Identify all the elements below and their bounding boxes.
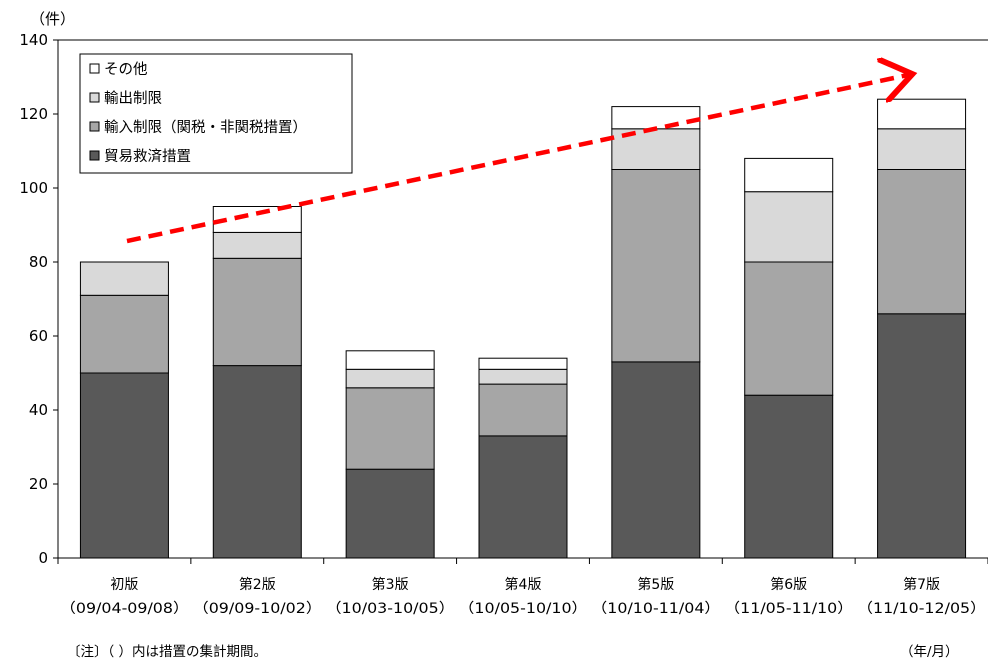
x-category-label: 初版 bbox=[110, 576, 138, 593]
bar-segment bbox=[79, 294, 169, 374]
y-tick-label: 120 bbox=[19, 105, 48, 123]
bar-segment bbox=[478, 383, 568, 437]
x-period-label: （10/10-11/04） bbox=[591, 601, 720, 617]
bar-segment bbox=[79, 261, 169, 296]
x-category-label: 第5版 bbox=[637, 576, 674, 593]
axes: 0 20 40 60 80 100 120 140 初版 （09/04-09/08） 第2版 （09/… bbox=[19, 31, 988, 617]
bar-segment bbox=[345, 468, 435, 559]
bar-segment bbox=[212, 231, 302, 259]
bar-segment bbox=[345, 350, 435, 370]
bar-segment bbox=[877, 169, 967, 315]
x-period-label: （09/09-10/02） bbox=[193, 601, 322, 617]
bar-segment bbox=[744, 157, 834, 193]
footnote: 〔注〕（ ）内は措置の集計期間。 bbox=[67, 644, 268, 660]
y-tick-label: 80 bbox=[29, 253, 48, 271]
y-unit-label: （件） bbox=[30, 10, 75, 28]
x-category-label: 第6版 bbox=[770, 576, 807, 593]
legend-label: 輸入制限（関税・非関税措置） bbox=[104, 119, 307, 136]
y-tick-label: 140 bbox=[19, 31, 48, 49]
legend-swatch bbox=[89, 63, 100, 74]
bar-segment bbox=[877, 98, 967, 130]
y-tick-label: 0 bbox=[38, 549, 48, 567]
bar-segment bbox=[478, 357, 568, 370]
bar-segment bbox=[877, 128, 967, 171]
trend-arrow bbox=[126, 75, 908, 244]
legend-swatch bbox=[89, 92, 100, 103]
x-period-label: （11/10-12/05） bbox=[857, 601, 986, 617]
legend-label: 貿易救済措置 bbox=[104, 148, 191, 165]
legend-label: 輸出制限 bbox=[104, 90, 162, 107]
x-period-label: （10/03-10/05） bbox=[326, 601, 455, 617]
bar-segment bbox=[212, 365, 302, 559]
bar-segment bbox=[212, 257, 302, 367]
y-tick-label: 60 bbox=[29, 327, 48, 345]
bars bbox=[79, 98, 967, 559]
legend-swatch bbox=[89, 121, 100, 132]
legend-box bbox=[79, 53, 353, 174]
y-tick-label: 20 bbox=[29, 475, 48, 493]
bar-segment bbox=[478, 368, 568, 385]
bar-segment bbox=[744, 191, 834, 263]
x-unit-label: （年/月） bbox=[900, 644, 959, 660]
bar-segment bbox=[212, 206, 302, 233]
bar-segment bbox=[744, 394, 834, 559]
y-tick-label: 40 bbox=[29, 401, 48, 419]
bar-segment bbox=[611, 169, 701, 363]
bar-segment bbox=[611, 106, 701, 130]
bar-segment bbox=[79, 372, 169, 559]
x-category-label: 第7版 bbox=[903, 576, 940, 593]
x-period-label: （09/04-09/08） bbox=[60, 601, 189, 617]
x-category-label: 第4版 bbox=[505, 576, 542, 593]
y-tick-label: 100 bbox=[19, 179, 48, 197]
bar-segment bbox=[877, 313, 967, 559]
x-category-label: 第3版 bbox=[372, 576, 409, 593]
bar-segment bbox=[345, 387, 435, 470]
bar-segment bbox=[478, 435, 568, 559]
x-period-label: （11/05-11/10） bbox=[724, 601, 853, 617]
legend-swatch bbox=[89, 150, 100, 161]
x-category-label: 第2版 bbox=[239, 576, 276, 593]
bar-segment bbox=[345, 368, 435, 389]
bar-segment bbox=[744, 261, 834, 396]
legend-label: その他 bbox=[104, 61, 148, 78]
x-period-label: （10/05-10/10） bbox=[459, 601, 588, 617]
bar-segment bbox=[611, 361, 701, 559]
